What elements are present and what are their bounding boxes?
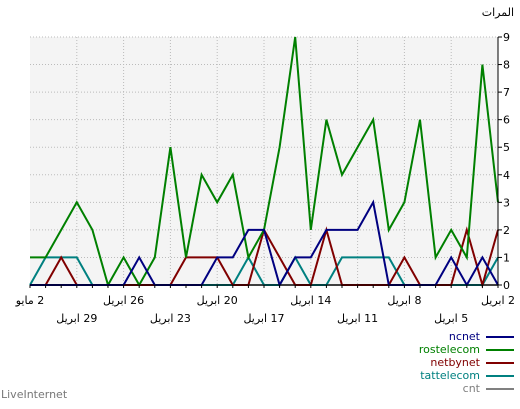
legend-swatch xyxy=(486,361,514,364)
x-tick-label: 2 ابريل xyxy=(481,294,515,307)
y-tick-label: 7 xyxy=(503,86,510,99)
legend-swatch xyxy=(486,387,514,390)
brand-label: LiveInternet xyxy=(1,388,68,401)
y-tick-label: 4 xyxy=(503,169,510,182)
y-tick-label: 1 xyxy=(503,251,510,264)
legend: ncnet rostelecom netbynet tattelecom cnt xyxy=(419,330,514,395)
legend-item: rostelecom xyxy=(419,343,514,356)
legend-label: rostelecom xyxy=(418,343,480,356)
y-tick-label: 3 xyxy=(503,196,510,209)
x-tick-label: 26 ابريل xyxy=(103,294,144,307)
legend-swatch xyxy=(486,374,514,377)
x-tick-label: 11 ابريل xyxy=(337,312,378,325)
y-tick-label: 6 xyxy=(503,114,510,127)
x-tick-label: 8 ابريل xyxy=(387,294,421,307)
y-tick-label: 2 xyxy=(503,224,510,237)
legend-swatch xyxy=(486,348,514,351)
x-tick-label: 17 ابريل xyxy=(243,312,284,325)
x-tick-label: 2 مايو xyxy=(15,294,44,307)
legend-label: cnt xyxy=(462,382,480,395)
legend-item: cnt xyxy=(419,382,514,395)
legend-label: netbynet xyxy=(430,356,480,369)
y-tick-label: 0 xyxy=(503,279,510,292)
x-tick-label: 5 ابريل xyxy=(434,312,468,325)
x-tick-label: 14 ابريل xyxy=(290,294,331,307)
x-tick-label: 23 ابريل xyxy=(150,312,191,325)
legend-label: ncnet xyxy=(448,330,480,343)
x-tick-label: 29 ابريل xyxy=(56,312,97,325)
y-tick-label: 5 xyxy=(503,141,510,154)
legend-item: netbynet xyxy=(419,356,514,369)
legend-item: ncnet xyxy=(419,330,514,343)
legend-swatch xyxy=(486,335,514,338)
y-tick-label: 8 xyxy=(503,59,510,72)
y-axis-label: المرات xyxy=(482,6,514,19)
y-tick-label: 9 xyxy=(503,31,510,44)
legend-label: tattelecom xyxy=(420,369,480,382)
x-tick-label: 20 ابريل xyxy=(197,294,238,307)
legend-item: tattelecom xyxy=(419,369,514,382)
